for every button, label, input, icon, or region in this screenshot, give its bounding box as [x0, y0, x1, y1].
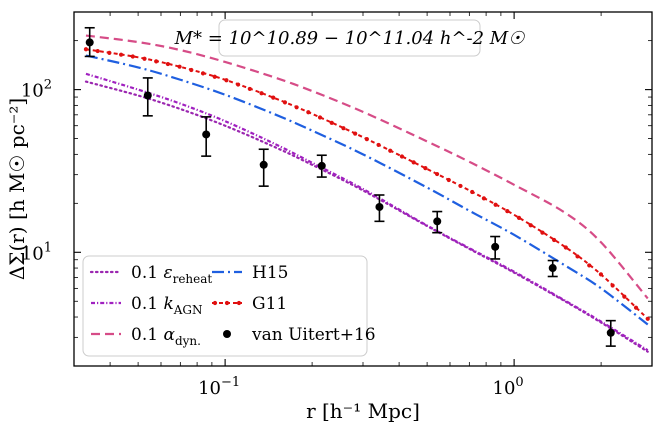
y-axis-label: ΔΣ(r) [h M☉ pc⁻²] [5, 98, 29, 280]
series-marker-5 [587, 263, 592, 268]
obs-point [259, 160, 268, 169]
series-marker-5 [189, 67, 194, 73]
series-marker-5 [493, 202, 498, 207]
series-marker-5 [142, 56, 147, 61]
series-marker-5 [212, 74, 217, 79]
series-marker-5 [622, 294, 627, 299]
obs-point [85, 38, 94, 47]
series-marker-5 [353, 131, 358, 136]
legend-entry-c2-2: van Uitert+16 [223, 325, 376, 345]
legend-label: van Uitert+16 [251, 325, 376, 345]
series-marker-5 [505, 208, 510, 214]
observations-layer [84, 26, 616, 347]
legend-entry-c2-1: G11 [212, 294, 287, 314]
series-marker-5 [470, 189, 475, 195]
series-marker-5 [598, 272, 604, 277]
obs-point [375, 202, 384, 211]
series-marker-5 [177, 64, 182, 69]
series-marker-5 [294, 105, 299, 110]
legend-box [82, 255, 368, 357]
obs-point [606, 328, 615, 337]
series-marker-5 [107, 50, 112, 55]
series-marker-5 [247, 86, 252, 92]
series-marker-5 [446, 177, 451, 183]
plot-frame [73, 11, 653, 367]
legend-label: G11 [252, 294, 287, 314]
series-line-3 [85, 34, 649, 300]
series-marker-5 [645, 316, 650, 321]
series-line-4 [85, 54, 649, 326]
x-axis-label: r [h⁻¹ Mpc] [306, 399, 420, 423]
obs-point [317, 161, 326, 170]
series-marker-5 [423, 166, 428, 171]
series-line-2 [85, 72, 649, 352]
series-marker-5 [552, 237, 557, 243]
series-marker-5 [364, 137, 369, 142]
legend-obs-marker [223, 330, 231, 338]
series-marker-5 [306, 110, 311, 115]
series-marker-5 [399, 154, 405, 159]
x-tick-label: 100 [493, 375, 524, 399]
series-marker-5 [434, 171, 440, 177]
series-marker-5 [610, 283, 615, 288]
x-tick-label: 10−1 [198, 375, 240, 399]
series-marker-5 [236, 82, 241, 87]
series-marker-5 [224, 78, 229, 83]
obs-point [433, 217, 442, 226]
legend-label: H15 [252, 263, 288, 283]
legend-swatch-marker [236, 300, 242, 306]
series-marker-5 [95, 48, 100, 54]
series-marker-5 [154, 59, 159, 64]
obs-point [491, 242, 500, 251]
series-marker-5 [388, 148, 393, 153]
series-marker-5 [563, 245, 568, 250]
mass-annotation-text: M* = 10^10.89 − 10^11.04 h^-2 M☉ [174, 28, 526, 49]
legend-swatch-marker [224, 300, 230, 306]
series-marker-5 [259, 91, 264, 96]
series-marker-5 [329, 120, 334, 125]
series-marker-5 [130, 54, 135, 59]
series-marker-5 [271, 95, 276, 100]
series-layer [83, 34, 650, 353]
series-marker-5 [633, 305, 639, 310]
mass-annotation: M* = 10^10.89 − 10^11.04 h^-2 M☉ [174, 19, 526, 57]
series-marker-5 [317, 115, 323, 120]
series-marker-5 [200, 71, 206, 76]
series-marker-5 [118, 52, 124, 57]
series-marker-5 [528, 223, 533, 228]
obs-point [143, 91, 152, 100]
legend-swatch-marker [212, 300, 218, 306]
series-marker-5 [575, 254, 580, 259]
series-marker-5 [376, 142, 381, 148]
series-marker-5 [282, 100, 288, 105]
series-marker-5 [341, 126, 346, 131]
series-marker-5 [540, 230, 545, 235]
series-marker-5 [165, 61, 170, 67]
obs-point [548, 264, 557, 273]
obs-point [202, 130, 211, 139]
legend-entry-c2-0: H15 [212, 263, 288, 283]
series-marker-5 [481, 196, 486, 201]
series-marker-5 [83, 47, 89, 52]
series-marker-5 [516, 215, 522, 220]
series-marker-5 [411, 160, 416, 165]
series-marker-5 [458, 183, 463, 189]
